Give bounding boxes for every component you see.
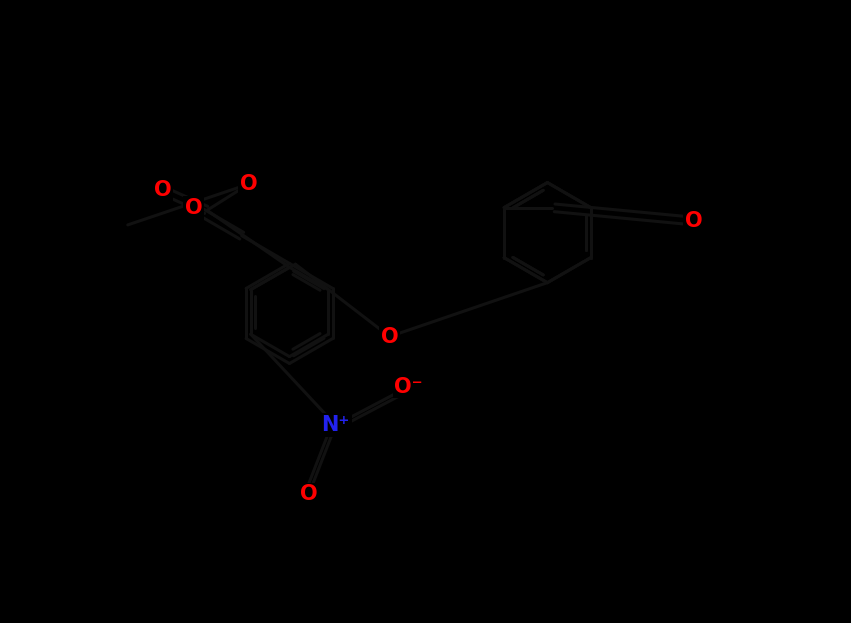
Text: O: O [153, 180, 171, 200]
Text: O⁻: O⁻ [395, 377, 423, 397]
Text: O: O [186, 198, 203, 218]
Text: N⁺: N⁺ [322, 415, 350, 435]
Text: O: O [380, 326, 398, 346]
Text: O: O [240, 174, 258, 194]
Text: O: O [300, 485, 317, 505]
Text: O: O [685, 211, 703, 231]
